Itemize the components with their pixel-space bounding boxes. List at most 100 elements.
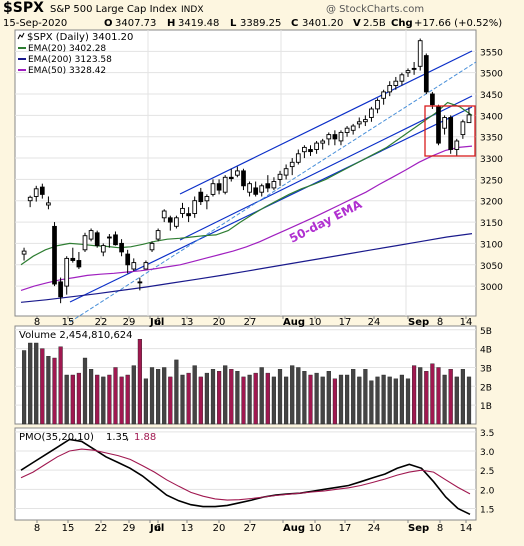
volume-bar bbox=[210, 369, 216, 425]
volume-bar bbox=[155, 369, 161, 425]
volume-bar bbox=[284, 376, 289, 425]
candle-body bbox=[94, 232, 100, 247]
volume-bar bbox=[241, 376, 246, 425]
legend-ema200: EMA(200) 3123.58 bbox=[28, 55, 112, 65]
candle-legend-icon bbox=[17, 32, 25, 40]
candle-body bbox=[204, 196, 210, 202]
volume-bar bbox=[70, 374, 75, 425]
x-tick-label: Sep bbox=[408, 317, 429, 328]
x-tick-label: Jul bbox=[149, 317, 164, 328]
price-tick-label: 3150 bbox=[480, 219, 503, 229]
x-tick-label: 6 bbox=[155, 523, 161, 534]
volume-bar bbox=[174, 359, 179, 425]
candle-body bbox=[399, 74, 405, 82]
candle-body bbox=[442, 117, 447, 129]
volume-bar bbox=[143, 378, 148, 425]
volume-bar bbox=[204, 372, 209, 425]
candle-body bbox=[222, 176, 228, 193]
volume-bar bbox=[418, 367, 423, 425]
volume-bar bbox=[302, 371, 307, 425]
candle-body bbox=[82, 235, 88, 251]
candle-body bbox=[107, 236, 112, 239]
candle-body bbox=[76, 260, 82, 268]
x-tick-label: 22 bbox=[95, 523, 108, 534]
candle-body bbox=[411, 67, 417, 70]
candle-body bbox=[125, 253, 131, 266]
candle-body bbox=[186, 213, 191, 217]
volume-bar bbox=[381, 374, 386, 425]
x-tick-label: 27 bbox=[244, 523, 257, 534]
candle-body bbox=[271, 181, 277, 189]
volume-bar bbox=[399, 374, 404, 425]
candle-body bbox=[332, 134, 338, 140]
candle-body bbox=[253, 187, 259, 195]
volume-bar bbox=[320, 376, 325, 425]
x-tick-label: 22 bbox=[95, 317, 108, 328]
volume-label: Volume 2,454,810,624 bbox=[19, 330, 133, 341]
candle-body bbox=[21, 250, 27, 255]
candle-body bbox=[417, 40, 423, 67]
volume-bar bbox=[76, 372, 81, 425]
price-tick-label: 3550 bbox=[480, 48, 503, 58]
volume-bar bbox=[88, 369, 94, 425]
change-label: Chg bbox=[391, 18, 413, 29]
candle-body bbox=[88, 230, 94, 240]
volume-header-label: V bbox=[353, 18, 361, 29]
low-value: 3389.25 bbox=[240, 18, 281, 29]
volume-bar bbox=[229, 369, 234, 425]
price-tick-label: 3250 bbox=[480, 176, 503, 186]
x-tick-label: 29 bbox=[123, 317, 136, 328]
volume-bar bbox=[113, 367, 118, 425]
volume-bar bbox=[119, 376, 124, 425]
high-label: H bbox=[167, 18, 175, 29]
volume-bar bbox=[95, 374, 100, 425]
legend-spx: $SPX (Daily) 3401.20 bbox=[27, 32, 133, 43]
volume-bar bbox=[22, 350, 27, 425]
pmo-panel bbox=[14, 427, 477, 521]
mid-channel-line bbox=[179, 95, 473, 241]
volume-bar bbox=[64, 374, 69, 425]
x-tick-label: 20 bbox=[213, 317, 226, 328]
volume-bar bbox=[393, 378, 398, 425]
x-tick-label: Aug bbox=[283, 317, 305, 328]
candle-body bbox=[113, 234, 118, 246]
pmo-tick-label: 2.5 bbox=[480, 467, 494, 477]
volume-header-value: 2.5B bbox=[363, 18, 386, 29]
volume-bar bbox=[466, 376, 472, 425]
low-label: L bbox=[230, 18, 237, 29]
ema200-line bbox=[20, 233, 473, 303]
volume-bar bbox=[314, 372, 319, 425]
volume-bar bbox=[363, 369, 368, 425]
volume-bar bbox=[308, 374, 313, 425]
volume-tick-label: 1B bbox=[480, 402, 492, 412]
volume-bar bbox=[40, 348, 45, 425]
volume-bar bbox=[46, 356, 51, 425]
volume-bar bbox=[168, 376, 173, 425]
volume-bar bbox=[375, 376, 380, 425]
pmo-tick-label: 1.5 bbox=[480, 506, 494, 516]
candle-body bbox=[423, 55, 429, 93]
price-tick-label: 3000 bbox=[480, 283, 503, 293]
volume-bar bbox=[387, 376, 392, 425]
dashed-trend-line bbox=[69, 61, 477, 323]
candle-body bbox=[302, 146, 307, 153]
candle-body bbox=[430, 93, 435, 106]
x-tick-label: 8 bbox=[437, 523, 443, 534]
candle-body bbox=[320, 140, 326, 144]
candle-body bbox=[174, 217, 179, 227]
watermark: @ StockCharts.com bbox=[326, 4, 424, 15]
legend-ema20: EMA(20) 3402.28 bbox=[28, 44, 106, 54]
candle-body bbox=[308, 149, 313, 153]
candle-body bbox=[180, 207, 185, 214]
volume-bar bbox=[454, 376, 459, 425]
volume-bar bbox=[369, 380, 374, 425]
candle-body bbox=[326, 134, 332, 140]
x-tick-label: Aug bbox=[283, 523, 305, 534]
volume-bar bbox=[192, 365, 197, 425]
x-tick-label: Sep bbox=[408, 523, 429, 534]
volume-bar bbox=[424, 371, 429, 425]
candle-body bbox=[131, 262, 137, 270]
volume-bar bbox=[180, 374, 185, 425]
x-tick-label: 20 bbox=[213, 523, 226, 534]
x-tick-label: 8 bbox=[34, 523, 40, 534]
